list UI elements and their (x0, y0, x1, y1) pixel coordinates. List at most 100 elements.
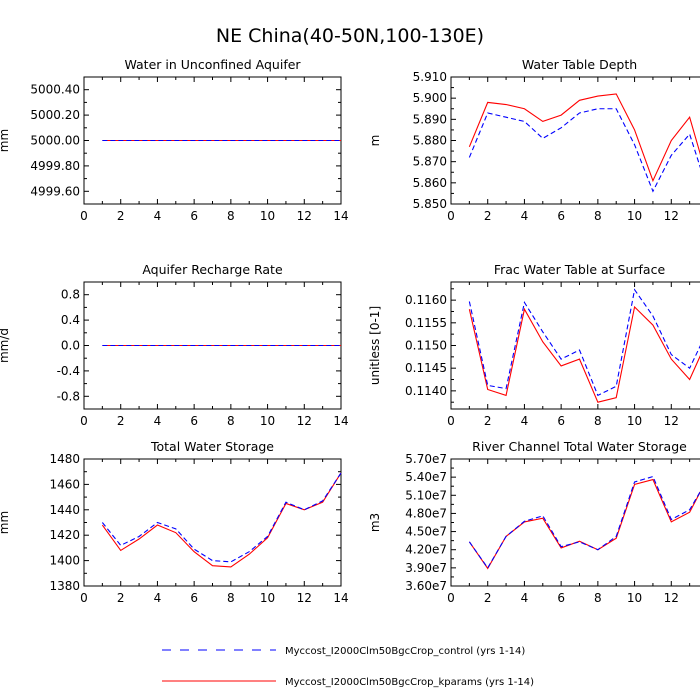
x-tick-label: 12 (297, 209, 312, 223)
x-tick-label: 0 (80, 209, 88, 223)
y-tick-label: 0.1140 (405, 384, 447, 398)
x-tick-label: 8 (594, 209, 602, 223)
panel-title: Water Table Depth (522, 57, 637, 72)
x-tick-label: 12 (297, 414, 312, 428)
x-tick-label: 10 (627, 414, 642, 428)
legend: Myccost_I2000Clm50BgcCrop_control (yrs 1… (162, 646, 534, 688)
legend-kparams-label: Myccost_I2000Clm50BgcCrop_kparams (yrs 1… (285, 677, 534, 688)
y-tick-label: -0.4 (57, 364, 80, 378)
y-tick-label: 0.0 (61, 339, 80, 353)
x-tick-label: 6 (190, 591, 198, 605)
series-line-kparams (468, 93, 700, 183)
y-axis-label: mm (0, 129, 11, 152)
y-axis-label: mm/d (0, 328, 11, 363)
x-tick-label: 14 (333, 209, 348, 223)
y-tick-label: 5.890 (413, 112, 447, 126)
x-tick-label: 8 (594, 414, 602, 428)
panel-title: Water in Unconfined Aquifer (124, 57, 301, 72)
x-tick-label: 8 (594, 591, 602, 605)
y-tick-label: 1380 (49, 579, 80, 593)
y-tick-label: 5000.20 (30, 108, 80, 122)
x-tick-label: 4 (521, 414, 529, 428)
x-tick-label: 8 (227, 414, 235, 428)
x-tick-label: 0 (80, 414, 88, 428)
x-tick-label: 14 (333, 591, 348, 605)
y-tick-label: 5.880 (413, 134, 447, 148)
panel-p4: Frac Water Table at Surface024681012140.… (368, 262, 700, 428)
y-tick-label: -0.8 (57, 389, 80, 403)
x-tick-label: 6 (557, 591, 565, 605)
y-tick-label: 0.1145 (405, 361, 447, 375)
x-tick-label: 10 (627, 591, 642, 605)
y-tick-label: 5.850 (413, 197, 447, 211)
x-tick-label: 0 (447, 414, 455, 428)
x-tick-label: 8 (227, 209, 235, 223)
x-tick-label: 0 (447, 209, 455, 223)
series-line-control (468, 475, 700, 569)
x-tick-label: 4 (154, 209, 162, 223)
x-tick-label: 10 (260, 209, 275, 223)
x-tick-label: 6 (190, 209, 198, 223)
y-tick-label: 1420 (49, 528, 80, 542)
y-tick-label: 5.910 (413, 70, 447, 84)
y-tick-label: 4999.80 (30, 159, 80, 173)
x-tick-label: 4 (154, 591, 162, 605)
x-tick-label: 10 (260, 414, 275, 428)
x-tick-label: 0 (447, 591, 455, 605)
series-line-control (468, 108, 700, 193)
y-tick-label: 5000.40 (30, 83, 80, 97)
y-tick-label: 4.80e7 (405, 506, 447, 520)
x-tick-label: 10 (260, 591, 275, 605)
panel-p2: Water Table Depth024681012145.8505.8605.… (368, 57, 700, 223)
y-tick-label: 5000.00 (30, 134, 80, 148)
x-tick-label: 2 (484, 591, 492, 605)
x-tick-label: 0 (80, 591, 88, 605)
x-tick-label: 12 (664, 414, 679, 428)
y-tick-label: 5.860 (413, 176, 447, 190)
y-tick-label: 3.60e7 (405, 579, 447, 593)
series-line-kparams (468, 305, 700, 403)
y-tick-label: 0.4 (61, 313, 80, 327)
x-tick-label: 12 (664, 209, 679, 223)
y-tick-label: 4999.60 (30, 184, 80, 198)
y-tick-label: 4.20e7 (405, 543, 447, 557)
y-tick-label: 4.50e7 (405, 525, 447, 539)
x-tick-label: 12 (297, 591, 312, 605)
x-tick-label: 6 (190, 414, 198, 428)
y-tick-label: 3.90e7 (405, 561, 447, 575)
x-tick-label: 6 (557, 209, 565, 223)
y-tick-label: 1460 (49, 477, 80, 491)
y-axis-label: m (368, 135, 382, 147)
y-tick-label: 5.900 (413, 91, 447, 105)
y-tick-label: 0.1160 (405, 293, 447, 307)
panel-p1: Water in Unconfined Aquifer 0 2 4 6 8 10 12 14 49… (0, 57, 349, 223)
x-tick-label: 2 (117, 591, 125, 605)
panel-p5: Total Water Storage 0 2 4 6 8 10 12 14 1380 1400 14… (0, 439, 349, 605)
x-tick-label: 4 (521, 209, 529, 223)
series-line-control (468, 288, 700, 397)
y-tick-label: 0.8 (61, 288, 80, 302)
y-tick-label: 0.1150 (405, 339, 447, 353)
y-tick-label: 5.870 (413, 155, 447, 169)
y-tick-label: 5.10e7 (405, 488, 447, 502)
panel-p6: River Channel Total Water Storage 0 2 4 6 8 10… (368, 439, 700, 605)
x-tick-label: 14 (333, 414, 348, 428)
panel-title: Frac Water Table at Surface (494, 262, 666, 277)
x-tick-label: 2 (117, 414, 125, 428)
x-tick-label: 6 (557, 414, 565, 428)
y-tick-label: 1400 (49, 554, 80, 568)
x-tick-label: 8 (227, 591, 235, 605)
y-tick-label: 5.70e7 (405, 452, 447, 466)
panel-p3: Aquifer Recharge Rate 0 2 4 6 8 10 12 14 -0.8 -0.4… (0, 262, 349, 428)
figure-title: NE China(40-50N,100-130E) (216, 25, 484, 47)
series-line-kparams (468, 478, 700, 570)
plot-frame (83, 458, 342, 587)
y-axis-label: unitless [0-1] (368, 306, 382, 385)
x-tick-label: 10 (627, 209, 642, 223)
y-axis-label: m3 (368, 513, 382, 532)
panel-title: Aquifer Recharge Rate (142, 262, 283, 277)
x-tick-label: 2 (484, 414, 492, 428)
x-tick-label: 12 (664, 591, 679, 605)
panels: Water in Unconfined Aquifer 0 2 4 6 8 10 12 14 49… (0, 57, 700, 605)
